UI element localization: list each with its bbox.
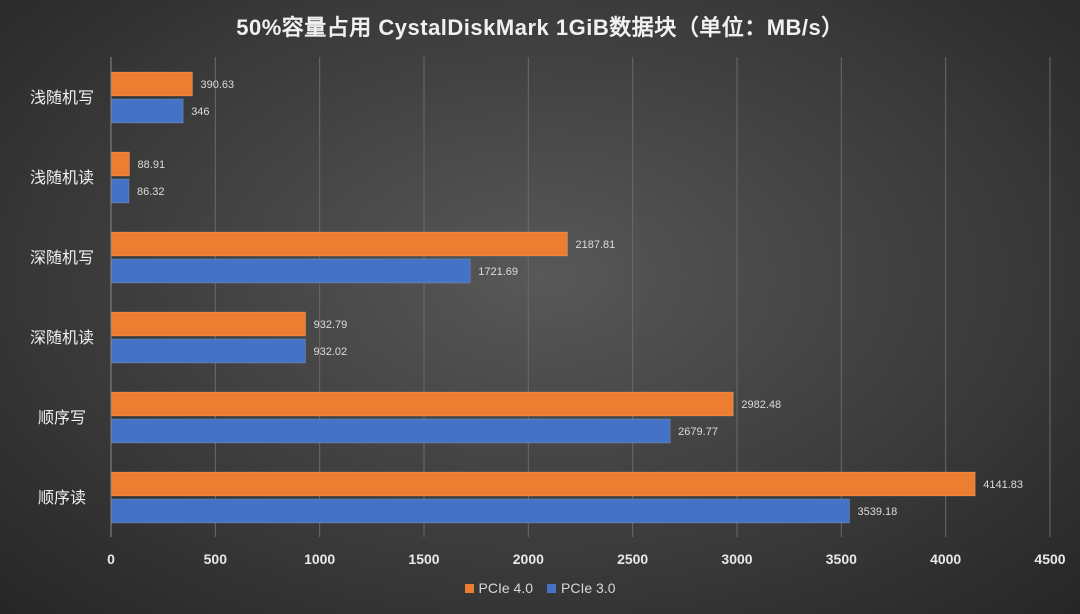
x-tick-label: 3000 — [721, 551, 752, 567]
data-labels: 390.63 346 88.91 86.32 2187.81 1721.69 932.79 9… — [137, 79, 1023, 518]
bar — [110, 178, 130, 204]
axes: 0 500 1000 1500 2000 2500 3000 3500 4000 4500 浅随机写… — [30, 57, 1066, 567]
bar — [110, 258, 471, 284]
data-label: 86.32 — [137, 186, 165, 198]
chart-title: 50%容量占用 CystalDiskMark 1GiB数据块（单位：MB/s） — [236, 15, 844, 40]
legend-swatch-pcie4 — [464, 583, 474, 593]
bar — [110, 231, 569, 257]
y-category-label: 浅随机写 — [30, 88, 94, 107]
bar — [110, 338, 306, 364]
bar — [110, 151, 131, 177]
bar — [110, 98, 184, 124]
data-label: 932.02 — [313, 346, 347, 358]
bar — [110, 498, 851, 524]
legend-label-pcie3: PCIe 3.0 — [561, 580, 616, 596]
data-label: 88.91 — [138, 159, 166, 171]
data-label: 2982.48 — [741, 399, 781, 411]
legend-item-pcie3[interactable]: PCIe 3.0 — [547, 580, 615, 596]
data-label: 4141.83 — [983, 479, 1023, 491]
x-tick-label: 4000 — [930, 551, 961, 567]
y-category-label: 顺序读 — [38, 488, 86, 507]
x-tick-label: 1500 — [408, 551, 439, 567]
y-category-label: 顺序写 — [38, 408, 86, 427]
x-tick-label: 4500 — [1034, 551, 1065, 567]
x-tick-label: 0 — [107, 551, 115, 567]
bar — [110, 311, 307, 337]
data-label: 3539.18 — [858, 506, 898, 518]
bar — [110, 71, 194, 97]
x-tick-label: 3500 — [826, 551, 857, 567]
y-category-label: 浅随机读 — [30, 168, 94, 187]
data-label: 1721.69 — [478, 266, 518, 278]
y-category-label: 深随机读 — [30, 328, 94, 347]
bars — [110, 71, 976, 524]
bar — [110, 471, 976, 497]
data-label: 2187.81 — [576, 239, 616, 251]
legend-item-pcie4[interactable]: PCIe 4.0 — [464, 580, 533, 596]
x-tick-label: 500 — [204, 551, 228, 567]
data-label: 932.79 — [314, 319, 348, 331]
bar — [110, 418, 671, 444]
x-tick-label: 2500 — [617, 551, 648, 567]
y-category-label: 深随机写 — [30, 248, 94, 267]
legend: PCIe 4.0 PCIe 3.0 — [0, 580, 1080, 596]
legend-swatch-pcie3 — [547, 583, 556, 593]
x-tick-label: 1000 — [304, 551, 335, 567]
legend-label-pcie4: PCIe 4.0 — [478, 580, 533, 596]
bar — [110, 391, 734, 417]
data-label: 390.63 — [201, 79, 235, 91]
data-label: 2679.77 — [678, 426, 718, 438]
data-label: 346 — [191, 106, 209, 118]
x-tick-label: 2000 — [513, 551, 544, 567]
gridlines — [214, 57, 1051, 537]
